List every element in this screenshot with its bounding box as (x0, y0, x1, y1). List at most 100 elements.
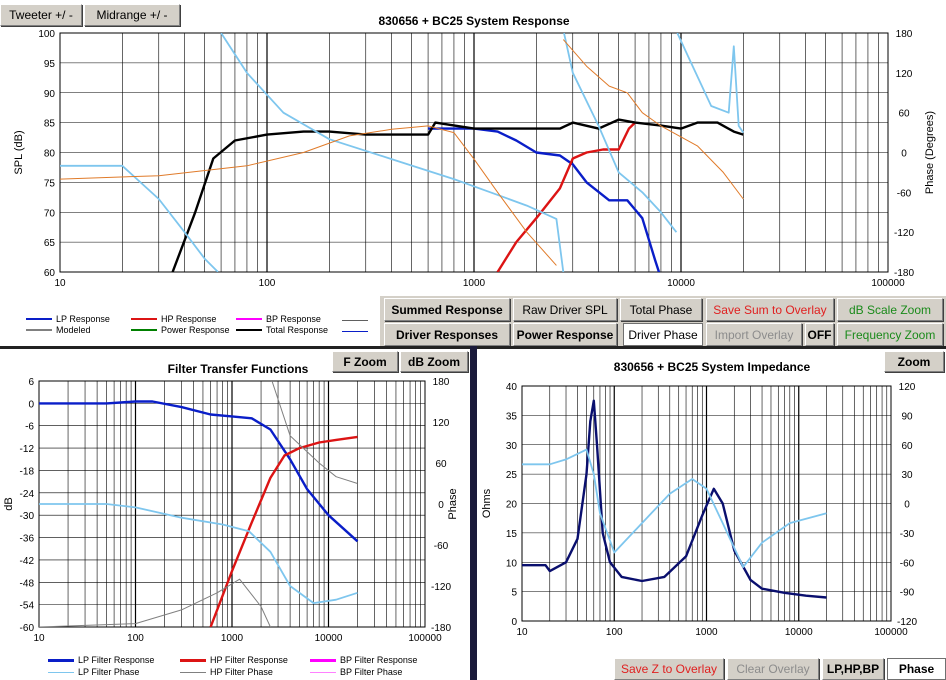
legend-swatch-hp-phase (180, 671, 206, 673)
y2-tick-label: 180 (896, 29, 913, 40)
y-tick-label: 10 (506, 558, 518, 569)
legend-extra-line-gray (342, 320, 368, 321)
y-tick-label: 80 (44, 149, 56, 160)
y-axis-label: Ohms (481, 488, 493, 518)
y-tick-label: 70 (44, 208, 56, 219)
y-tick-label: 30 (506, 441, 518, 452)
series-impedance (522, 399, 827, 599)
db-zoom-button[interactable]: dB Zoom (400, 351, 468, 372)
y2-tick-label: -60 (900, 558, 915, 569)
x-tick-label: 10000 (785, 627, 813, 638)
y2-tick-label: 120 (899, 382, 916, 393)
lp-hp-bp-button[interactable]: LP,HP,BP (822, 658, 884, 680)
y-tick-label: 60 (44, 268, 56, 279)
y2-tick-label: 60 (898, 109, 910, 120)
save-z-overlay-button[interactable]: Save Z to Overlay (614, 658, 724, 680)
y2-tick-label: -120 (431, 582, 451, 593)
x-tick-label: 100 (259, 278, 276, 289)
legend-bp-filter-phase: BP Filter Phase (340, 667, 403, 677)
legend-swatch-lp-filter (48, 658, 74, 662)
x-tick-label: 100 (606, 627, 623, 638)
legend-total-response: Total Response (266, 325, 329, 335)
f-zoom-button[interactable]: F Zoom (332, 351, 398, 372)
legend-power-response: Power Response (161, 325, 230, 335)
tweeter-adjust-button[interactable]: Tweeter +/ - (0, 4, 82, 26)
y-tick-label: 0 (511, 617, 517, 628)
y-tick-label: 6 (28, 377, 34, 388)
legend-swatch-bp-filter (310, 658, 336, 662)
y2-tick-label: -60 (897, 188, 912, 199)
system-impedance-chart: 10 100 1000 10000 100000 0 5 10 15 20 25 30 35 40 -120… (481, 360, 917, 638)
x-tick-label: 100000 (408, 633, 442, 644)
x-tick-label: 1000 (695, 627, 718, 638)
x-tick-label: 10000 (667, 278, 695, 289)
y2-tick-label: 90 (901, 411, 913, 422)
legend-swatch-bp (236, 318, 262, 320)
y2-tick-label: -180 (431, 623, 451, 634)
y2-axis-label: Phase (447, 488, 459, 519)
y2-tick-label: 120 (896, 69, 913, 80)
chart-title: Filter Transfer Functions (168, 362, 309, 376)
x-tick-label: 1000 (463, 278, 486, 289)
legend-lp-filter-phase: LP Filter Phase (78, 667, 140, 677)
total-phase-button[interactable]: Total Phase (620, 298, 702, 321)
y-tick-label: 35 (506, 411, 518, 422)
y2-tick-label: 30 (901, 470, 913, 481)
y-tick-label: -30 (20, 511, 35, 522)
legend-bp-response: BP Response (266, 314, 321, 324)
y2-tick-label: 180 (433, 377, 450, 388)
system-response-legend: LP Response HP Response BP Response Mode… (26, 314, 366, 340)
impedance-phase-button[interactable]: Phase (887, 658, 946, 680)
power-response-button[interactable]: Power Response (513, 323, 617, 346)
y-tick-label: -12 (20, 444, 35, 455)
legend-swatch-hp (131, 318, 157, 320)
y2-tick-label: 120 (433, 418, 450, 429)
legend-swatch-total (236, 329, 262, 331)
import-overlay-button[interactable]: Import Overlay (706, 323, 802, 346)
legend-swatch-lp-phase (48, 671, 74, 673)
y2-tick-label: -60 (434, 541, 449, 552)
chart-title: 830656 + BC25 System Impedance (614, 360, 811, 374)
overlay-off-button[interactable]: OFF (805, 323, 834, 346)
legend-extra-line-blue (342, 331, 368, 332)
raw-driver-spl-button[interactable]: Raw Driver SPL (513, 298, 617, 321)
y-tick-label: 15 (506, 529, 518, 540)
x-tick-label: 1000 (221, 633, 244, 644)
y-axis-label: SPL (dB) (13, 130, 25, 174)
y-tick-label: -18 (20, 466, 35, 477)
y2-tick-label: -120 (894, 228, 914, 239)
midrange-adjust-button[interactable]: Midrange +/ - (84, 4, 180, 26)
y2-tick-label: -120 (897, 617, 917, 628)
y-tick-label: 100 (38, 29, 55, 40)
filter-transfer-chart: 10 100 1000 10000 100000-60-54-48-42-36-30-2… (3, 362, 459, 644)
summed-response-button[interactable]: Summed Response (384, 298, 510, 321)
series-hp-filter-phase (39, 381, 358, 627)
legend-hp-filter-response: HP Filter Response (210, 655, 288, 665)
driver-phase-button[interactable]: Driver Phase (623, 323, 703, 346)
series-total-response (171, 118, 744, 272)
legend-swatch-modeled (26, 329, 52, 331)
y-tick-label: -6 (25, 422, 34, 433)
y2-tick-label: 0 (904, 500, 910, 511)
impedance-zoom-button[interactable]: Zoom (884, 351, 944, 372)
clear-overlay-button[interactable]: Clear Overlay (727, 658, 819, 680)
x-tick-label: 10 (516, 627, 528, 638)
y-tick-label: 85 (44, 119, 56, 130)
y-tick-label: 65 (44, 238, 56, 249)
legend-bp-filter-response: BP Filter Response (340, 655, 418, 665)
y2-tick-label: 60 (901, 441, 913, 452)
y2-tick-label: -180 (894, 268, 914, 279)
legend-swatch-power (131, 329, 157, 331)
db-scale-zoom-button[interactable]: dB Scale Zoom (837, 298, 943, 321)
y-tick-label: 0 (28, 399, 34, 410)
save-sum-overlay-button[interactable]: Save Sum to Overlay (706, 298, 834, 321)
y-tick-label: -36 (20, 534, 35, 545)
driver-responses-button[interactable]: Driver Responses (384, 323, 510, 346)
frequency-zoom-button[interactable]: Frequency Zoom (837, 323, 943, 346)
y-tick-label: -24 (20, 489, 35, 500)
legend-lp-filter-response: LP Filter Response (78, 655, 155, 665)
series-hp-filter-response (209, 435, 358, 627)
y-axis-label: dB (3, 497, 15, 510)
y-tick-label: -42 (20, 556, 35, 567)
series-phase-light (60, 33, 745, 272)
